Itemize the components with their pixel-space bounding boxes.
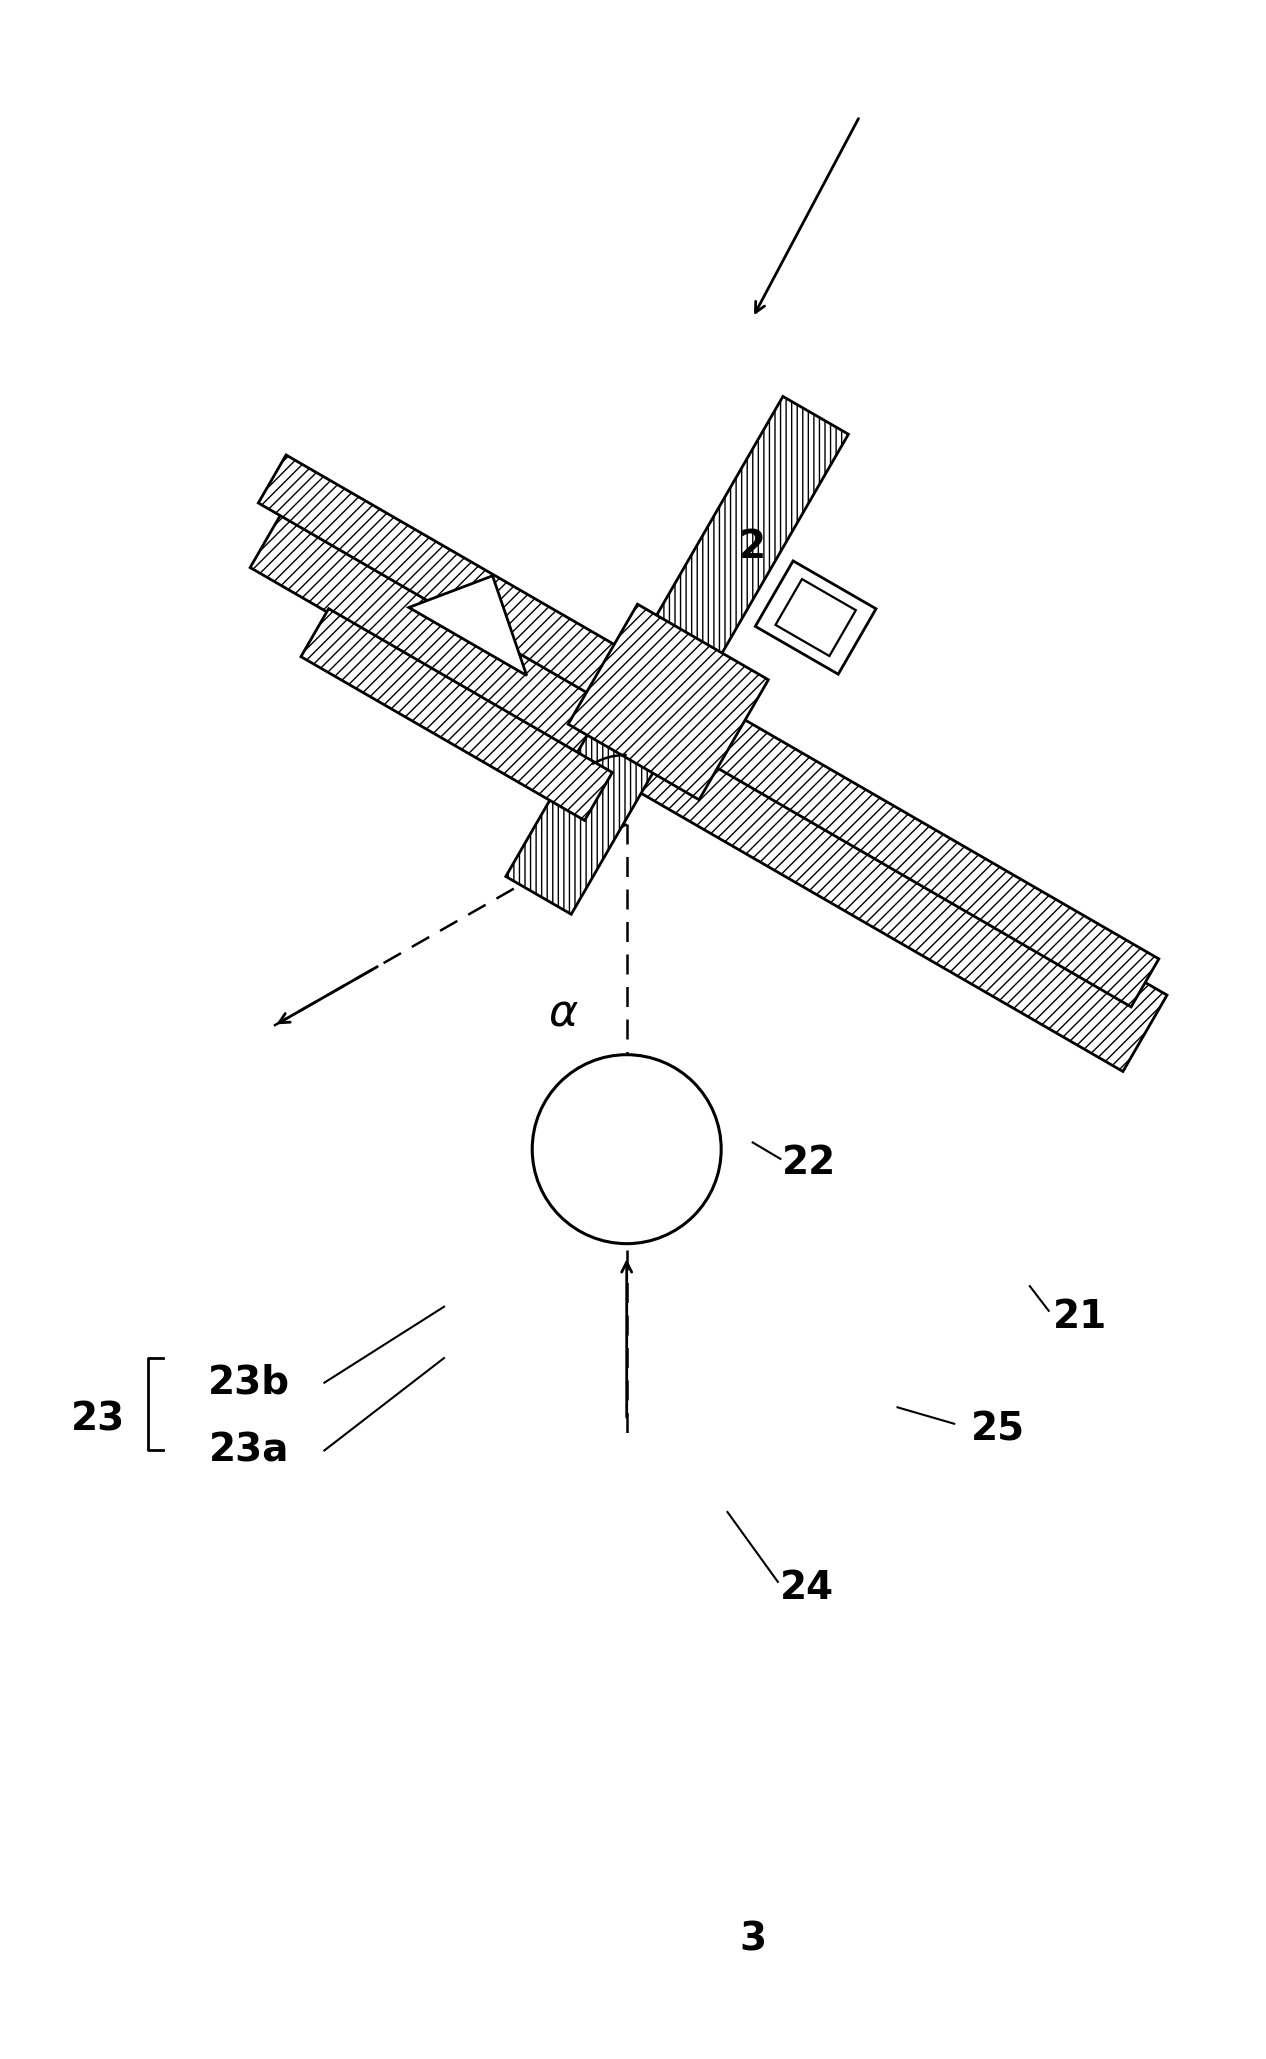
Text: 25: 25 [971, 1410, 1025, 1450]
Polygon shape [506, 397, 848, 914]
Text: 21: 21 [1053, 1297, 1108, 1336]
Polygon shape [776, 579, 856, 657]
Text: 23a: 23a [209, 1431, 289, 1470]
Text: 22: 22 [782, 1145, 837, 1182]
Text: 24: 24 [780, 1569, 834, 1606]
Polygon shape [568, 603, 768, 799]
Polygon shape [251, 492, 1167, 1071]
Polygon shape [301, 609, 613, 819]
Text: 3: 3 [739, 1921, 766, 1958]
Text: 2: 2 [739, 527, 766, 566]
Polygon shape [409, 577, 527, 675]
Polygon shape [258, 455, 1158, 1007]
Text: $\alpha$: $\alpha$ [548, 992, 579, 1034]
Polygon shape [756, 560, 876, 673]
Text: 23b: 23b [208, 1363, 290, 1402]
Text: 23: 23 [71, 1400, 125, 1439]
